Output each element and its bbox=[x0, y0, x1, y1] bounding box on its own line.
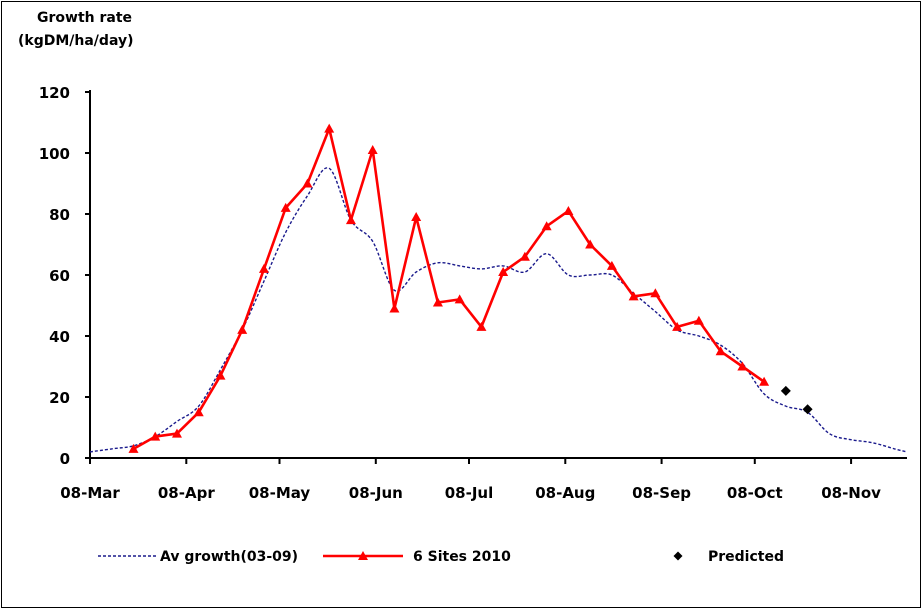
series-line-6-sites-2010 bbox=[132, 127, 765, 451]
legend-marker-6-sites-2010 bbox=[358, 551, 368, 560]
data-point-6-sites-2010 bbox=[737, 361, 748, 371]
data-point-predicted bbox=[802, 404, 813, 415]
data-point-6-sites-2010 bbox=[193, 407, 204, 417]
data-point-6-sites-2010 bbox=[389, 303, 400, 313]
data-point-6-sites-2010 bbox=[498, 266, 509, 276]
x-tick-label: 08-Apr bbox=[158, 484, 215, 502]
data-point-6-sites-2010 bbox=[585, 239, 596, 249]
data-point-6-sites-2010 bbox=[128, 443, 139, 453]
legend: Av growth(03-09) 6 Sites 2010 Predicted bbox=[98, 549, 784, 565]
plot-area: 0 20 40 60 80 100 120 08-Mar 08-Apr 08-May 08-Jun 0… bbox=[39, 84, 908, 502]
data-point-6-sites-2010 bbox=[519, 251, 530, 261]
x-tick-label: 08-Oct bbox=[727, 484, 783, 502]
data-point-6-sites-2010 bbox=[454, 294, 465, 304]
y-tick-label: 100 bbox=[39, 145, 70, 163]
data-point-6-sites-2010 bbox=[280, 202, 291, 212]
x-tick-label: 08-Jun bbox=[349, 484, 403, 502]
data-point-6-sites-2010 bbox=[367, 144, 378, 154]
data-point-predicted bbox=[780, 385, 791, 396]
x-tick-label: 08-Aug bbox=[535, 484, 595, 502]
legend-marker-predicted bbox=[673, 551, 683, 561]
legend-label-predicted: Predicted bbox=[708, 549, 784, 565]
legend-label-6-sites-2010: 6 Sites 2010 bbox=[413, 549, 511, 565]
data-point-6-sites-2010 bbox=[171, 428, 182, 438]
data-point-6-sites-2010 bbox=[628, 291, 639, 301]
y-tick-label: 120 bbox=[39, 84, 70, 102]
data-point-6-sites-2010 bbox=[476, 321, 487, 331]
data-point-6-sites-2010 bbox=[150, 431, 161, 441]
x-tick-label: 08-Jul bbox=[445, 484, 494, 502]
y-tick-label: 40 bbox=[49, 328, 70, 346]
x-tick-label: 08-Mar bbox=[60, 484, 120, 502]
data-point-6-sites-2010 bbox=[563, 205, 574, 215]
y-tick-label: 20 bbox=[49, 389, 70, 407]
series-line-av-growth-03-09 bbox=[89, 167, 908, 453]
data-point-6-sites-2010 bbox=[258, 263, 269, 273]
y-tick-label: 60 bbox=[49, 267, 70, 285]
y-axis-title-line-2: (kgDM/ha/day) bbox=[18, 33, 134, 49]
y-tick-label: 0 bbox=[60, 450, 70, 468]
data-point-6-sites-2010 bbox=[693, 315, 704, 325]
data-point-6-sites-2010 bbox=[541, 221, 552, 231]
data-point-6-sites-2010 bbox=[715, 346, 726, 356]
data-point-6-sites-2010 bbox=[302, 178, 313, 188]
data-point-6-sites-2010 bbox=[672, 321, 683, 331]
data-point-6-sites-2010 bbox=[324, 123, 335, 133]
data-point-6-sites-2010 bbox=[432, 297, 443, 307]
data-point-6-sites-2010 bbox=[650, 288, 661, 298]
x-tick-label: 08-Sep bbox=[632, 484, 691, 502]
x-tick-label: 08-Nov bbox=[821, 484, 881, 502]
data-point-6-sites-2010 bbox=[215, 370, 226, 380]
legend-label-av-growth-03-09: Av growth(03-09) bbox=[160, 549, 298, 565]
data-point-6-sites-2010 bbox=[411, 212, 422, 222]
x-tick-label: 08-May bbox=[249, 484, 311, 502]
y-tick-label: 80 bbox=[49, 206, 70, 224]
y-axis-title-line-1: Growth rate bbox=[37, 10, 132, 26]
data-point-6-sites-2010 bbox=[237, 324, 248, 334]
data-point-6-sites-2010 bbox=[606, 260, 617, 270]
data-point-6-sites-2010 bbox=[345, 215, 356, 225]
data-point-6-sites-2010 bbox=[759, 376, 770, 386]
